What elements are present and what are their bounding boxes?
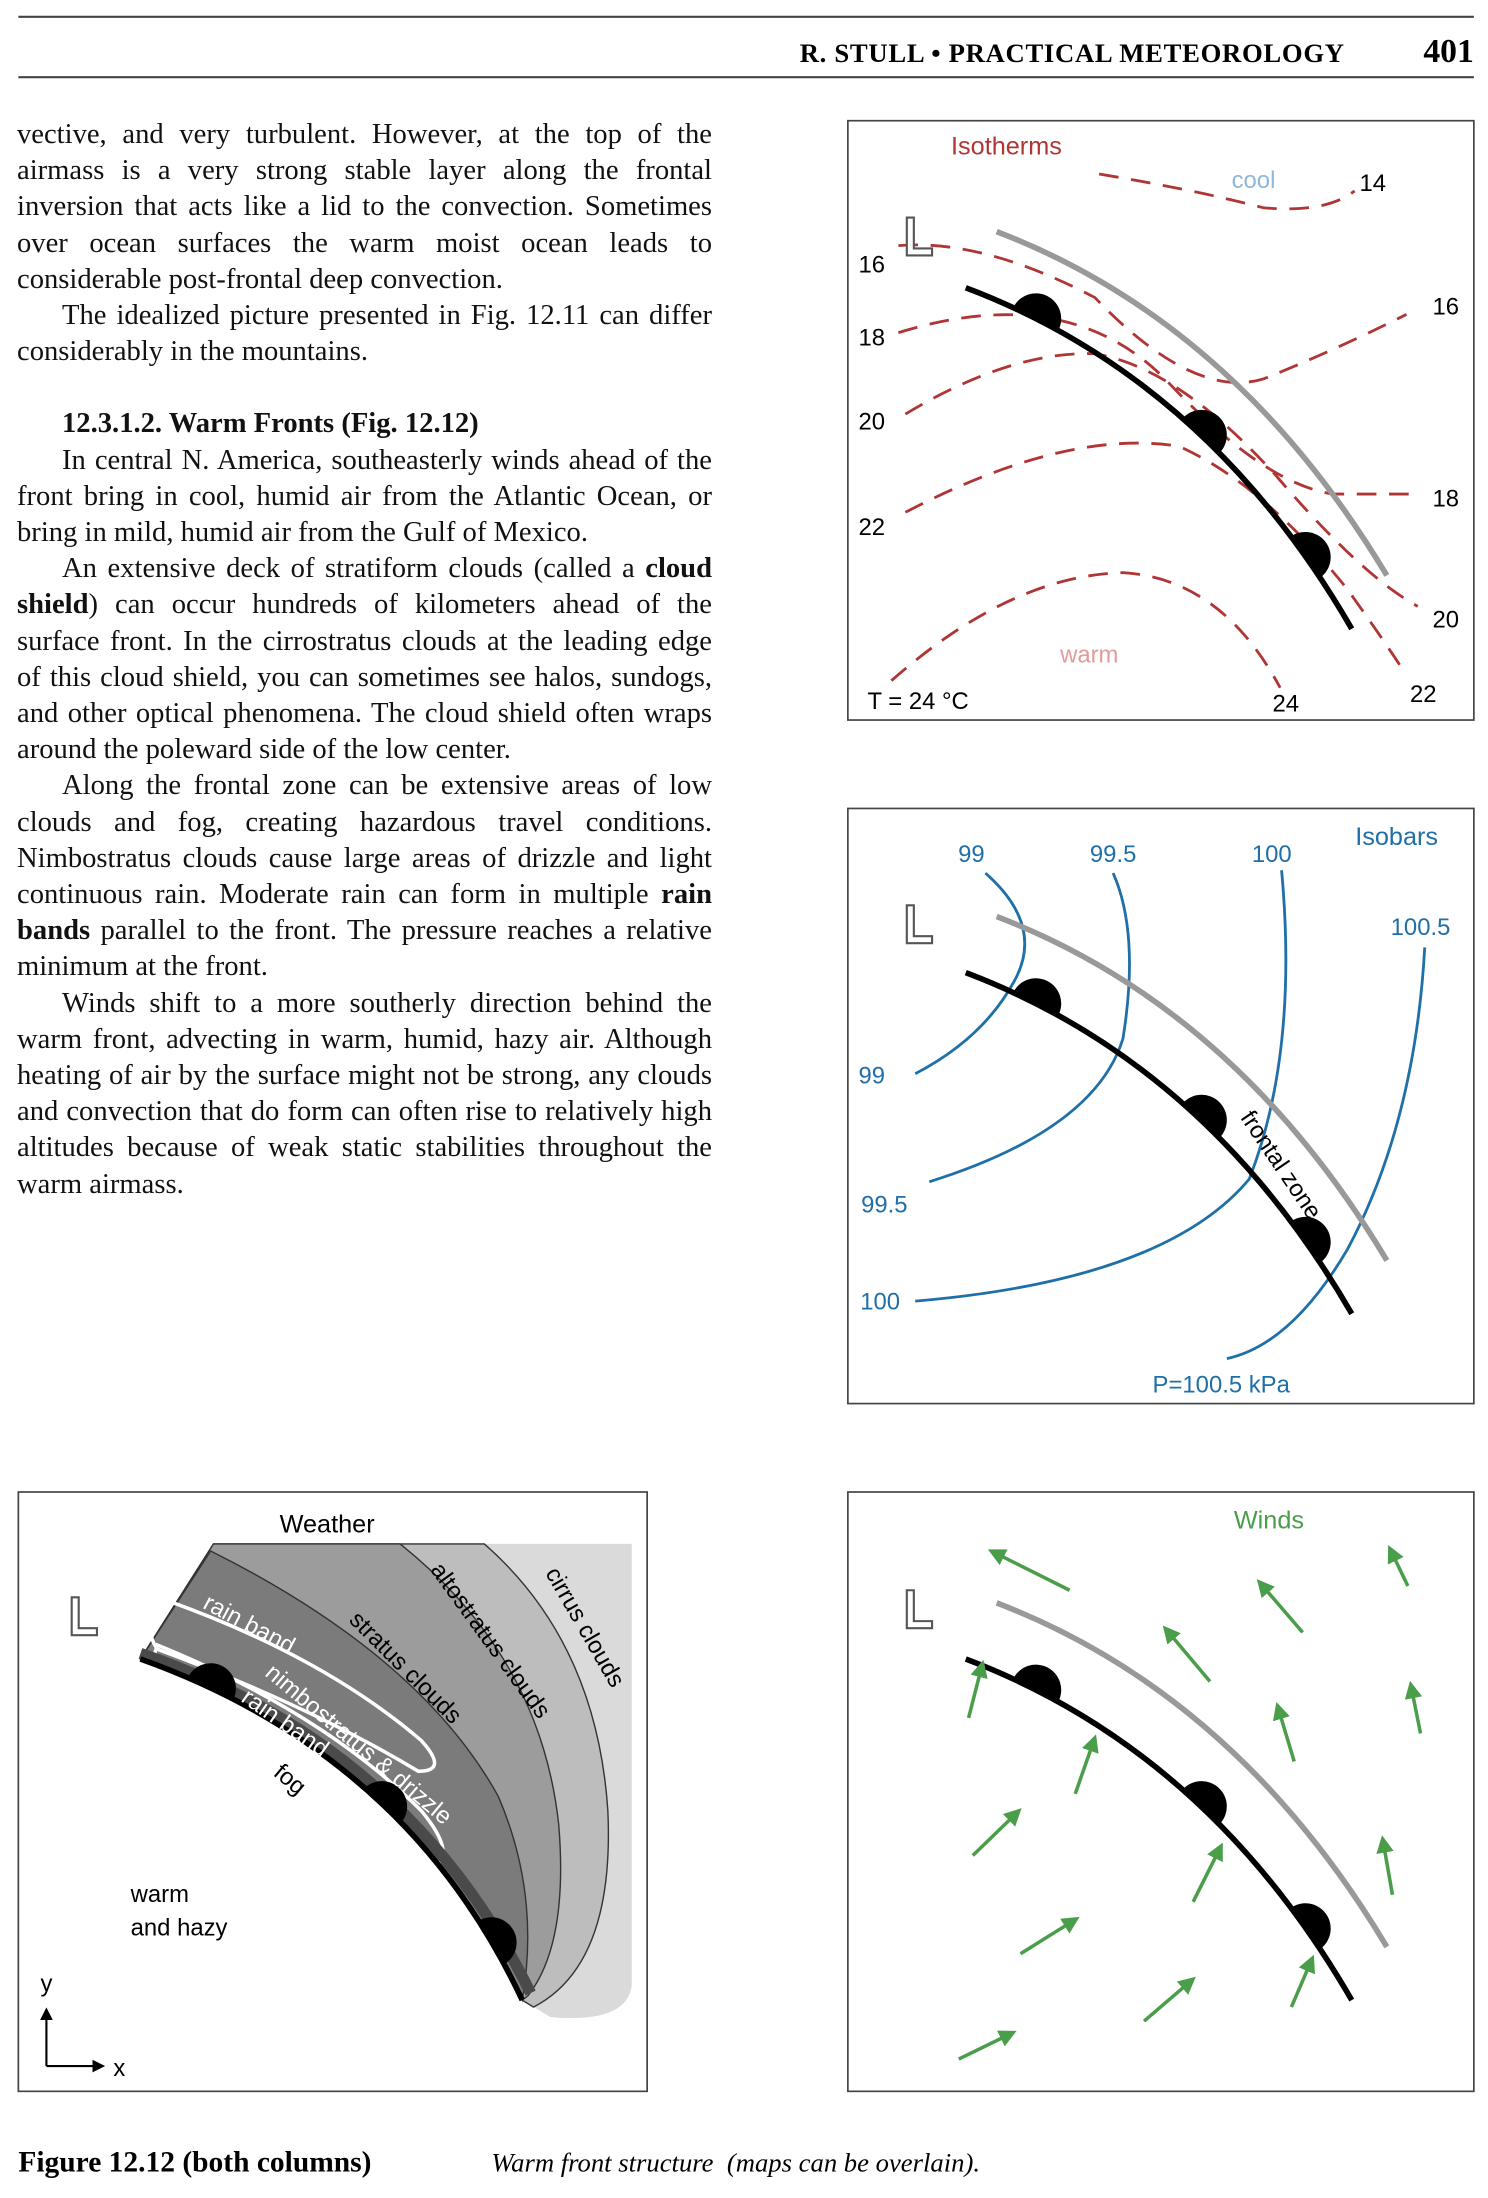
weather-panel: Weather cirrus clouds altostratus clouds…	[17, 1491, 648, 2093]
body-text: vective, and very turbulent. However, at…	[17, 117, 712, 1203]
label: 99	[858, 1063, 885, 1090]
front-symbol	[363, 1781, 408, 1824]
caption-text: Warm front structure (maps can be overla…	[491, 2147, 980, 2177]
isotherm-lines	[904, 441, 1403, 668]
label: 99.5	[861, 1192, 907, 1219]
label: 18	[858, 324, 885, 351]
panel-title: Isotherms	[951, 132, 1062, 160]
label: 16	[1433, 293, 1460, 320]
label: and hazy	[131, 1915, 228, 1942]
label: 18	[1433, 486, 1460, 513]
label: 100	[860, 1289, 900, 1316]
wind-arrows	[1404, 1680, 1423, 1734]
panel-title: Isobars	[1355, 823, 1438, 851]
running-title: R. STULL • PRACTICAL METEOROLOGY	[800, 38, 1345, 68]
text-run: In central N. America, southeasterly win…	[17, 444, 712, 549]
wind-arrows	[1272, 1701, 1296, 1762]
panel-title: Winds	[1234, 1506, 1304, 1534]
caption-label: Figure 12.12 (both columns)	[18, 2146, 371, 2178]
wind-arrows	[1289, 1954, 1315, 2008]
label: 16	[858, 251, 885, 278]
label: 14	[1360, 170, 1387, 197]
wind-arrows	[1162, 1625, 1212, 1683]
isotherm-lines	[904, 352, 1419, 608]
label: 99	[958, 841, 985, 868]
label: 20	[1433, 606, 1460, 633]
isotherm-lines	[890, 571, 1282, 689]
wind-arrows	[957, 2030, 1017, 2061]
section-heading: 12.3.1.2. Warm Fronts (Fig. 12.12)	[62, 408, 479, 440]
bold-term: cloud shield	[17, 553, 712, 621]
label: y	[40, 1971, 52, 1998]
paragraph: Winds shift to a more southerly directio…	[17, 986, 712, 1203]
isobars-panel: Isobars 99 99.5 100 100.5 99 99.5 100 fr…	[847, 807, 1475, 1405]
panel-frame	[847, 1491, 1475, 2093]
label: P=100.5 kPa	[1153, 1371, 1291, 1398]
front-symbol	[477, 1917, 517, 1964]
page-number: 401	[1423, 33, 1474, 70]
bold-term: rain bands	[17, 879, 712, 947]
isotherms-panel: Isotherms cool 14 16 16 18 18 20 20 22 2…	[847, 119, 1475, 721]
wind-arrows	[1387, 1544, 1410, 1587]
isotherm-lines	[898, 243, 1408, 384]
isobar-lines	[1226, 947, 1427, 1361]
paragraph: Along the frontal zone can be extensive …	[17, 768, 712, 985]
paragraph: vective, and very turbulent. However, at…	[17, 117, 712, 298]
wind-arrows	[1376, 1835, 1395, 1896]
label: warm	[1059, 641, 1118, 668]
text-run: parallel to the front. The pressure reac…	[17, 915, 712, 983]
label: cool	[1232, 167, 1276, 194]
winds-panel: Winds	[847, 1491, 1475, 2093]
front-symbol	[187, 1663, 236, 1700]
wind-arrows	[1191, 1842, 1223, 1903]
label: x	[113, 2055, 125, 2082]
panel-frame	[847, 119, 1475, 721]
text-run: Winds shift to a more southerly directio…	[17, 987, 712, 1200]
label: 99.5	[1090, 841, 1136, 868]
wind-arrows	[1142, 1976, 1196, 2023]
wind-arrows	[1073, 1734, 1099, 1795]
label: 20	[858, 408, 885, 435]
text-run: An extensive deck of stratiform clouds (…	[62, 553, 646, 585]
panel-frame	[847, 807, 1475, 1405]
wind-arrows	[987, 1549, 1071, 1592]
text-run: Along the frontal zone can be extensive …	[17, 770, 712, 911]
paragraph: An extensive deck of stratiform clouds (…	[17, 551, 712, 768]
panel-title: Weather	[280, 1511, 375, 1539]
text-run: The idealized picture presented in Fig. …	[17, 300, 712, 368]
isobar-lines	[915, 870, 1288, 1303]
wind-arrows	[971, 1808, 1022, 1857]
isotherm-lines	[1098, 172, 1356, 211]
isobar-lines	[914, 870, 1427, 1361]
wind-arrows	[966, 1659, 988, 1719]
paragraph: The idealized picture presented in Fig. …	[17, 298, 712, 370]
isotherm-lines	[890, 172, 1421, 689]
label: 100.5	[1391, 914, 1451, 941]
isobar-lines	[928, 872, 1131, 1184]
text-run: vective, and very turbulent. However, at…	[17, 119, 712, 295]
wind-arrows	[1019, 1916, 1080, 1956]
label: 22	[1410, 681, 1437, 708]
label: 24	[1273, 691, 1300, 718]
text-run: ) can occur hundreds of kilometers ahead…	[17, 589, 712, 766]
label: T = 24 °C	[868, 688, 969, 715]
label: 100	[1252, 841, 1292, 868]
wind-arrows	[957, 1544, 1423, 2061]
paragraph: In central N. America, southeasterly win…	[17, 443, 712, 552]
label: 22	[858, 514, 885, 541]
wind-arrows	[1256, 1579, 1304, 1634]
isobar-lines	[914, 871, 1027, 1075]
label: warm	[130, 1881, 189, 1908]
